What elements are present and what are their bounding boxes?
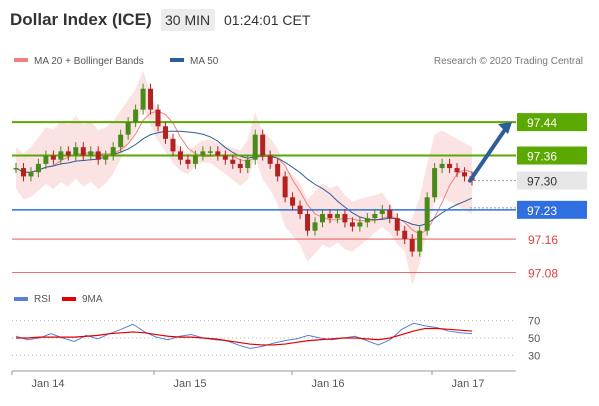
candle-body-10 bbox=[88, 151, 94, 156]
rsi-legend-label-1: 9MA bbox=[82, 294, 103, 305]
rsi-legend-swatch-0 bbox=[14, 297, 28, 301]
credit-label: Research © 2020 Trading Central bbox=[434, 56, 583, 67]
forecast-arrow-shaft bbox=[468, 126, 508, 183]
candle-body-18 bbox=[148, 88, 154, 110]
candle-body-54 bbox=[417, 230, 423, 252]
candle-body-19 bbox=[155, 109, 161, 127]
candle-body-27 bbox=[215, 151, 221, 156]
rsi-tick-0: 70 bbox=[528, 316, 540, 328]
x-tick-0: Jan 14 bbox=[31, 378, 64, 390]
rsi-tick-1: 50 bbox=[528, 333, 540, 345]
timeframe-box[interactable] bbox=[161, 9, 215, 31]
candle-body-23 bbox=[185, 159, 191, 164]
candle-body-16 bbox=[133, 109, 139, 123]
rsi-legend-label-0: RSI bbox=[34, 294, 51, 305]
candle-body-31 bbox=[245, 159, 251, 169]
x-tick-3: Jan 17 bbox=[451, 378, 484, 390]
rsi-legend-swatch-1 bbox=[62, 297, 76, 301]
level-tag-3: 97.23 bbox=[527, 204, 557, 218]
candle-body-35 bbox=[275, 163, 281, 177]
candle-body-37 bbox=[290, 197, 296, 206]
candle-body-45 bbox=[349, 222, 355, 227]
candle-body-0 bbox=[13, 168, 19, 170]
candle-body-55 bbox=[424, 197, 430, 231]
candle-body-8 bbox=[73, 147, 79, 156]
candle-body-57 bbox=[439, 163, 445, 169]
candle-body-6 bbox=[58, 151, 64, 160]
clock-label: 01:24:01 CET bbox=[224, 12, 311, 28]
chart-header: Dollar Index (ICE) 30 MIN 01:24:01 CET bbox=[0, 0, 599, 40]
legend-label-1: MA 50 bbox=[190, 56, 219, 67]
candle-body-32 bbox=[252, 134, 258, 160]
candle-body-15 bbox=[125, 122, 131, 135]
candle-body-26 bbox=[207, 151, 213, 153]
candle-body-20 bbox=[163, 126, 169, 139]
candle-body-28 bbox=[222, 155, 228, 160]
candle-body-34 bbox=[267, 155, 273, 164]
candle-body-9 bbox=[80, 147, 86, 156]
candle-body-49 bbox=[379, 209, 385, 214]
candle-body-21 bbox=[170, 138, 176, 152]
candle-body-46 bbox=[357, 222, 363, 227]
candle-body-40 bbox=[312, 222, 318, 231]
candle-body-14 bbox=[118, 134, 124, 148]
level-tag-bg-0 bbox=[517, 113, 587, 132]
candle-body-58 bbox=[447, 163, 453, 169]
candle-body-60 bbox=[462, 172, 468, 177]
candle-body-4 bbox=[43, 155, 49, 164]
candle-body-52 bbox=[402, 230, 408, 240]
candle-body-11 bbox=[95, 151, 101, 160]
legend-swatch-0 bbox=[14, 58, 28, 62]
candle-body-56 bbox=[432, 168, 438, 198]
level-tag-bg-1 bbox=[517, 146, 587, 165]
legend-label-0: MA 20 + Bollinger Bands bbox=[34, 56, 144, 67]
candle-body-43 bbox=[334, 214, 340, 219]
candle-body-39 bbox=[305, 214, 311, 231]
candle-body-22 bbox=[177, 151, 183, 160]
level-tag-1: 97.36 bbox=[527, 150, 557, 164]
bollinger-band bbox=[16, 70, 472, 286]
level-tag-bg-2 bbox=[517, 171, 587, 190]
x-tick-1: Jan 15 bbox=[173, 378, 206, 390]
forecast-arrow-head bbox=[498, 122, 512, 135]
candle-body-13 bbox=[110, 147, 116, 156]
candle-body-41 bbox=[319, 214, 325, 223]
candle-body-12 bbox=[103, 155, 109, 160]
candle-body-44 bbox=[342, 214, 348, 223]
candle-body-53 bbox=[409, 239, 415, 252]
level-tag-4: 97.16 bbox=[528, 233, 558, 247]
level-tag-0: 97.44 bbox=[527, 116, 557, 130]
candle-body-17 bbox=[140, 88, 146, 110]
candle-body-24 bbox=[192, 155, 198, 164]
candle-body-51 bbox=[394, 218, 400, 231]
candle-body-7 bbox=[65, 151, 71, 156]
candle-body-25 bbox=[200, 151, 206, 156]
rsi-tick-2: 30 bbox=[528, 350, 540, 362]
candle-body-5 bbox=[50, 155, 56, 160]
candle-body-2 bbox=[28, 172, 34, 177]
x-tick-2: Jan 16 bbox=[311, 378, 344, 390]
candle-body-1 bbox=[20, 168, 26, 177]
candle-body-29 bbox=[230, 159, 236, 164]
candle-body-36 bbox=[282, 176, 288, 198]
level-tag-2: 97.30 bbox=[527, 175, 557, 189]
chart-title: Dollar Index (ICE) bbox=[10, 10, 152, 29]
rsi-line bbox=[15, 322, 473, 349]
level-tag-bg-3 bbox=[517, 200, 587, 219]
rsi-ma9-line bbox=[16, 327, 473, 346]
candle-body-59 bbox=[454, 168, 460, 173]
candle-body-30 bbox=[237, 163, 243, 169]
candle-body-42 bbox=[327, 214, 333, 219]
candle-body-38 bbox=[297, 205, 303, 214]
legend-swatch-1 bbox=[170, 58, 184, 62]
candle-body-48 bbox=[372, 214, 378, 219]
level-tag-5: 97.08 bbox=[528, 266, 558, 280]
candle-body-50 bbox=[387, 209, 393, 219]
candle-body-3 bbox=[35, 163, 41, 173]
candle-body-33 bbox=[260, 134, 266, 156]
timeframe-label[interactable]: 30 MIN bbox=[165, 12, 211, 28]
candle-body-47 bbox=[364, 218, 370, 223]
